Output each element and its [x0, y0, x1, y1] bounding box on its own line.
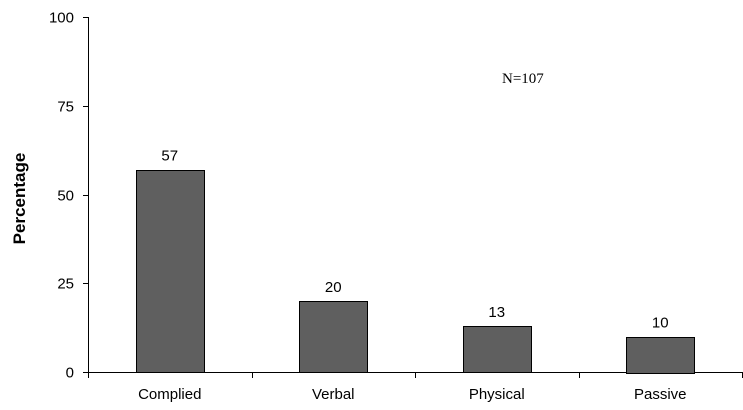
data-label-physical: 13: [488, 304, 505, 321]
data-label-passive: 10: [652, 315, 669, 332]
category-label-passive: Passive: [634, 386, 687, 403]
category-label-physical: Physical: [469, 386, 525, 403]
bar-verbal: [299, 301, 368, 373]
category-labels: Complied Verbal Physical Passive: [138, 386, 686, 403]
y-tick-label: 0: [66, 365, 74, 382]
y-axis-title: Percentage: [10, 153, 29, 245]
y-tick-label: 75: [57, 99, 74, 116]
data-labels: 57 20 13 10: [161, 148, 668, 332]
y-tick-label: 25: [57, 276, 74, 293]
data-label-complied: 57: [161, 148, 178, 165]
category-label-complied: Complied: [138, 386, 201, 403]
y-tick-label: 100: [49, 10, 74, 27]
sample-size-annotation: N=107: [502, 71, 544, 87]
bar-complied: [136, 170, 205, 373]
y-tick-label: 50: [57, 188, 74, 205]
y-ticks: 0 25 50 75 100: [49, 10, 88, 382]
data-label-verbal: 20: [325, 279, 342, 296]
bar-passive: [626, 337, 695, 374]
bars: [136, 170, 695, 374]
category-label-verbal: Verbal: [312, 386, 355, 403]
bar-physical: [463, 326, 532, 373]
